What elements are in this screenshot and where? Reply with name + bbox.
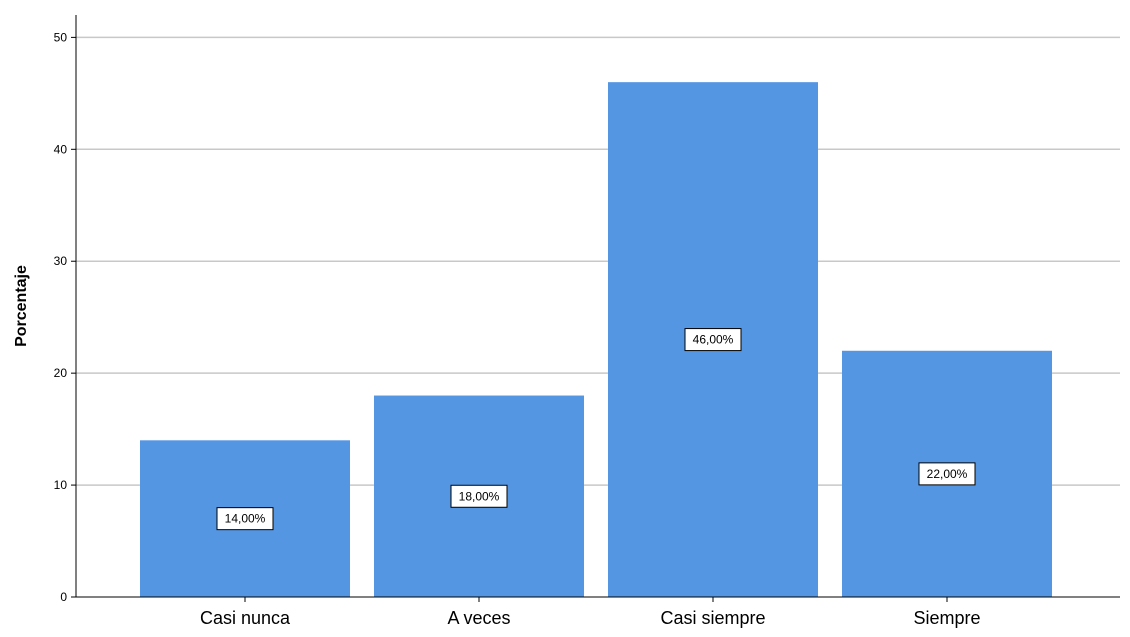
data-label-box <box>450 484 508 508</box>
y-tick-label: 50 <box>54 30 68 44</box>
y-tick-label: 20 <box>54 366 68 380</box>
y-tick-labels: 0 10 20 30 40 50 <box>54 30 68 604</box>
axes <box>75 15 1120 598</box>
data-label: 22,00% <box>918 462 976 486</box>
data-label-text: 14,00% <box>225 512 266 526</box>
data-labels: 14,00% 18,00% 46,00% 22,00% <box>216 328 976 531</box>
data-label-box <box>216 507 274 531</box>
data-label-box <box>918 462 976 486</box>
data-label: 14,00% <box>216 507 274 531</box>
x-category-label: Casi nunca <box>200 608 291 628</box>
data-label-text: 18,00% <box>459 489 500 503</box>
y-tick-label: 0 <box>60 590 67 604</box>
x-category-label: Siempre <box>913 608 980 628</box>
data-label-text: 46,00% <box>693 333 734 347</box>
data-label: 18,00% <box>450 484 508 508</box>
x-category-label: Casi siempre <box>660 608 765 628</box>
data-label-box <box>684 328 742 352</box>
y-tick-label: 10 <box>54 478 68 492</box>
y-tick-label: 40 <box>54 142 68 156</box>
x-category-labels: Casi nunca A veces Casi siempre Siempre <box>200 597 981 628</box>
y-axis-title: Porcentaje <box>13 265 30 347</box>
bars <box>140 82 1052 597</box>
x-category-label: A veces <box>447 608 510 628</box>
data-label-text: 22,00% <box>927 467 968 481</box>
y-tick-label: 30 <box>54 254 68 268</box>
data-label: 46,00% <box>684 328 742 352</box>
